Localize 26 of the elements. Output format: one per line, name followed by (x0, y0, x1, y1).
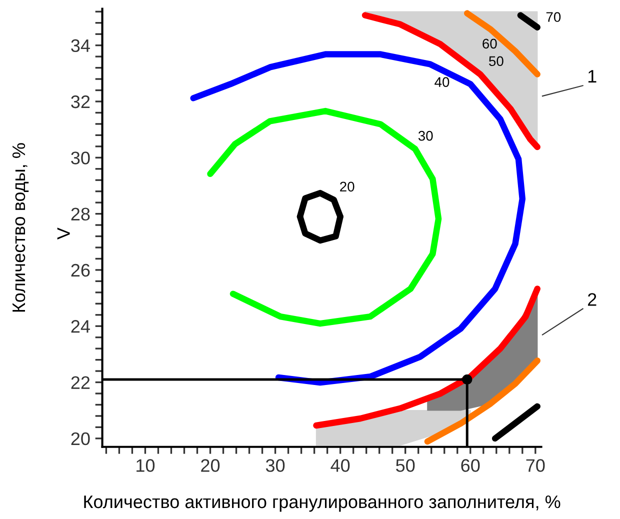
y-tick-label: 22 (71, 376, 90, 389)
x-axis-title: Количество активного гранулированного заполнителя, % (84, 495, 560, 512)
x-tick-label: 60 (461, 459, 480, 472)
x-tick-label: 20 (201, 459, 220, 472)
series-label: 50 (489, 56, 504, 66)
x-tick-label: 30 (266, 459, 285, 472)
x-tick-label: 40 (330, 459, 350, 472)
series-label: 20 (340, 182, 354, 192)
y-tick-label: 28 (71, 208, 90, 221)
y-axis-title: Количество воды, % (12, 143, 29, 312)
series-label: 60 (482, 38, 497, 49)
x-tick-label: 10 (136, 459, 155, 472)
y-tick-label: 30 (71, 152, 90, 164)
series-label: 70 (546, 12, 561, 22)
x-tick-label: 70 (526, 459, 545, 472)
y-tick-label: 24 (71, 320, 90, 333)
x-tick-label: 50 (396, 459, 415, 472)
y-tick-label: 34 (71, 39, 90, 52)
series-label: 40 (434, 77, 450, 87)
text: V (57, 228, 70, 240)
text: 1 (588, 70, 596, 83)
text: 2 (588, 293, 596, 306)
series-label: 30 (418, 130, 433, 141)
y-tick-label: 32 (71, 95, 90, 108)
y-tick-label: 20 (71, 432, 90, 446)
y-tick-label: 26 (71, 264, 90, 277)
